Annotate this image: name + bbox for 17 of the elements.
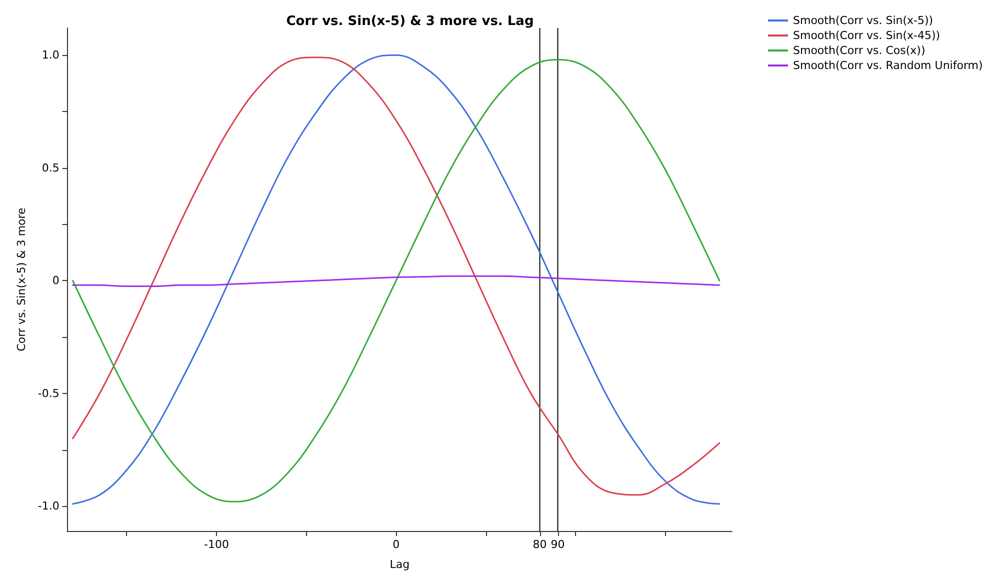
x-tick-label: -100 <box>204 538 229 551</box>
y-tick-label: 0.5 <box>42 161 60 174</box>
x-tick-label: 90 <box>550 538 565 551</box>
line-series <box>72 275 720 288</box>
legend-label: Smooth(Corr vs. Cos(x)) <box>793 44 926 57</box>
y-tick-label: -0.5 <box>38 386 60 400</box>
y-axis-title: Corr vs. Sin(x-5) & 3 more <box>15 207 28 352</box>
x-axis-title: Lag <box>390 558 410 571</box>
chart-title: Corr vs. Sin(x-5) & 3 more vs. Lag <box>286 14 534 29</box>
x-tick-label: 80 <box>532 538 547 551</box>
y-tick-label: 0 <box>52 274 60 288</box>
legend-label: Smooth(Corr vs. Random Uniform) <box>793 59 983 72</box>
legend-label: Smooth(Corr vs. Sin(x-5)) <box>793 14 934 27</box>
y-tick-label: 1.0 <box>42 48 60 62</box>
x-tick-label: 0 <box>392 538 400 551</box>
legend-label: Smooth(Corr vs. Sin(x-45)) <box>793 29 940 42</box>
y-tick-label: -1.0 <box>38 500 60 513</box>
